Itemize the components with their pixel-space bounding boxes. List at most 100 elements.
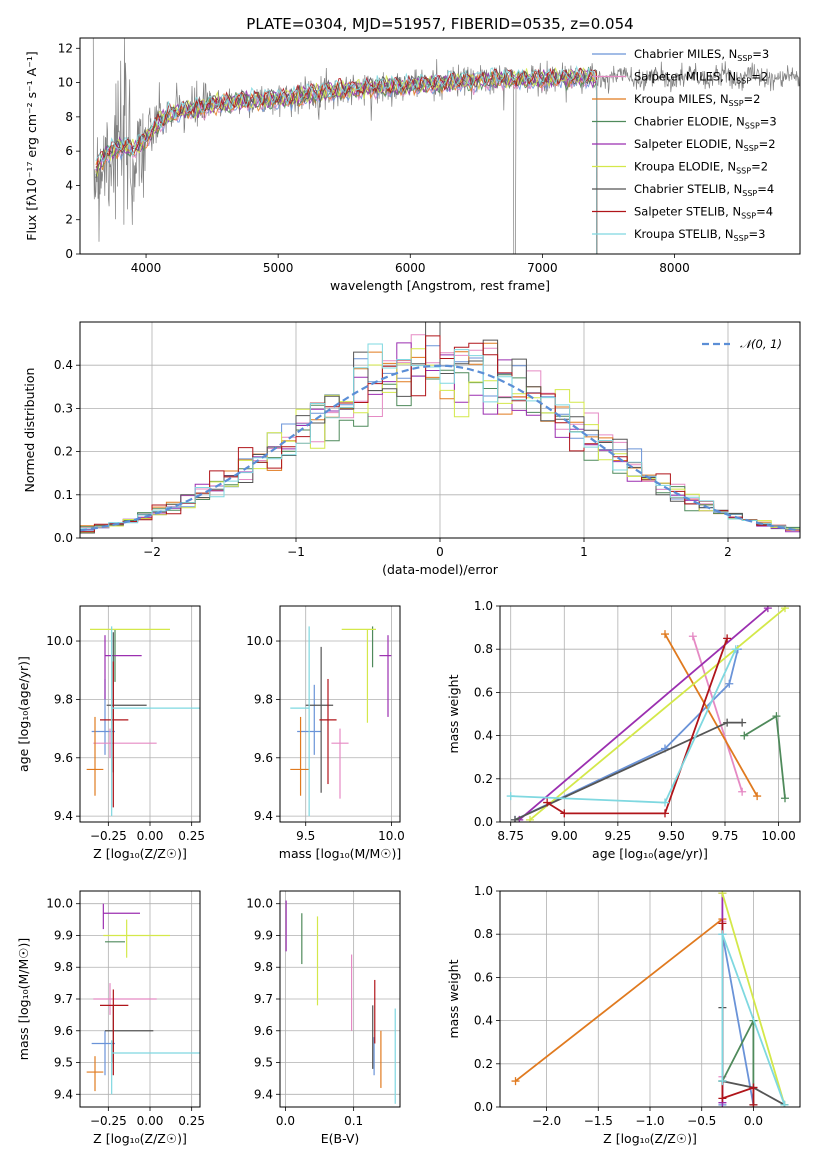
mass-weight-marker-2 (661, 630, 669, 639)
x-axis-label: (data-model)/error (382, 562, 499, 577)
plot-area (290, 626, 392, 817)
mass-weight-marker-5 (781, 606, 789, 613)
x-axis-label: wavelength [Angstrom, rest frame] (330, 278, 550, 293)
y-tick-label: 0 (65, 247, 73, 261)
x-tick-label: 1 (580, 545, 588, 559)
y-tick-label: 0.6 (474, 970, 493, 984)
x-tick-label: −2 (143, 545, 161, 559)
legend-gaussian-label: 𝒩(0, 1) (740, 337, 782, 351)
plot-area (80, 322, 800, 538)
x-tick-label: −1.0 (635, 1114, 664, 1128)
mass-weight-marker-8 (661, 798, 669, 807)
spectrum-panel: 4000 5000 6000 7000 8000 0 2 4 6 8 10 12 wavelength … (24, 37, 801, 293)
y-tick-label: 10.0 (246, 897, 273, 911)
x-tick-label: 10.0 (378, 829, 405, 843)
legend-entry-3: Chabrier ELODIE, NSSP=3 (634, 115, 777, 131)
x-tick-label: 0.00 (137, 829, 164, 843)
model-spectrum-2 (95, 69, 598, 254)
y-tick-label: 0.8 (474, 642, 493, 656)
x-tick-label: 0.00 (137, 1114, 164, 1128)
y-axis-label: Normed distribution (22, 368, 37, 493)
y-tick-label: 9.4 (254, 1087, 273, 1101)
y-tick-label: 9.7 (254, 992, 273, 1006)
x-tick-label: 0.0 (276, 1114, 295, 1128)
mass-weight-marker-4 (763, 606, 772, 613)
mass-weight-marker-1 (688, 632, 697, 641)
mass-weight-marker-8 (731, 645, 740, 654)
mass-weight-marker-7 (749, 1100, 758, 1107)
x-tick-label: 9.75 (712, 829, 739, 843)
histogram-8 (80, 343, 800, 538)
y-tick-label: 0.0 (474, 815, 493, 829)
model-spectrum-1 (95, 70, 598, 254)
y-tick-label: 10.0 (246, 634, 273, 648)
mass-weight-line-0 (721, 934, 755, 1105)
y-tick-label: 12 (58, 41, 73, 55)
y-tick-label: 9.8 (54, 960, 73, 974)
x-tick-label: 9.5 (296, 829, 315, 843)
figure-title: PLATE=0304, MJD=51957, FIBERID=0535, z=0… (246, 15, 633, 33)
x-axis-label: Z [log₁₀(Z/Z☉)] (93, 846, 187, 861)
y-tick-label: 9.4 (254, 809, 273, 823)
y-tick-label: 9.7 (54, 992, 73, 1006)
y-tick-label: 9.8 (54, 692, 73, 706)
legend-entry-7: Salpeter STELIB, NSSP=4 (634, 205, 773, 221)
mass-weight-marker-7 (661, 809, 669, 818)
mass-weight-line-8 (510, 648, 737, 804)
x-tick-label: 8.75 (497, 829, 524, 843)
x-tick-label: 0.25 (178, 1114, 205, 1128)
mass-vs-metallicity-panel: −0.25 0.00 0.25 9.4 9.5 9.6 9.7 9.8 9.9 10.0 Z [lo… (16, 890, 205, 1146)
y-tick-label: 9.6 (254, 751, 273, 765)
x-axis-label: E(B-V) (321, 1131, 360, 1146)
normal-distribution-curve (80, 364, 800, 532)
x-tick-label: −2.0 (532, 1114, 561, 1128)
y-tick-label: 6 (65, 144, 73, 158)
x-tick-label: 4000 (131, 261, 162, 275)
y-axis-label: mass weight (446, 959, 461, 1038)
mass-weight-line-7 (546, 638, 728, 815)
x-tick-label: 2 (724, 545, 732, 559)
y-axis-label: mass [log₁₀(M/M☉)] (16, 938, 31, 1060)
y-tick-label: 9.4 (54, 809, 73, 823)
legend-entry-5: Kroupa ELODIE, NSSP=2 (634, 160, 768, 176)
mass-vs-ebv-panel: 0.0 0.1 9.4 9.5 9.6 9.7 9.8 9.9 10.0 E(B-V) (246, 890, 401, 1146)
mass-weight-marker-5 (526, 815, 534, 822)
y-axis-label: age [log₁₀(age/yr)] (16, 656, 31, 772)
mass-weight-marker-7 (560, 809, 569, 818)
mass-weight-marker-6 (723, 718, 732, 727)
legend-entry-0: Chabrier MILES, NSSP=3 (634, 47, 769, 63)
mass-weight-marker-0 (725, 679, 734, 688)
axes-frame (499, 605, 801, 823)
mass-weight-marker-1 (738, 787, 747, 796)
y-tick-label: 0.4 (474, 729, 493, 743)
y-tick-label: 0.0 (474, 1100, 493, 1114)
age-vs-metallicity-panel: −0.25 0.00 0.25 9.4 9.6 9.8 10.0 Z [log₁₀(Z/Z☉)… (16, 605, 205, 861)
massweight-vs-age-panel: 8.75 9.00 9.25 9.50 9.75 10.00 0.0 0.2 0.4 0.6 0.8… (446, 599, 801, 861)
mass-weight-line-5 (721, 892, 786, 1106)
axes-frame (79, 37, 801, 255)
mass-weight-marker-8 (780, 1100, 789, 1107)
plot-area (506, 606, 789, 822)
y-tick-label: 9.8 (254, 692, 273, 706)
legend-entry-4: Salpeter ELODIE, NSSP=2 (634, 137, 776, 153)
x-axis-label: age [log₁₀(age/yr)] (592, 846, 708, 861)
mass-weight-marker-2 (511, 1077, 520, 1086)
mass-weight-marker-6 (511, 815, 519, 822)
y-tick-label: 1.0 (474, 599, 493, 613)
mass-weight-marker-7 (718, 919, 727, 928)
legend-entry-2: Kroupa MILES, NSSP=2 (634, 92, 760, 108)
plot-area (92, 38, 800, 254)
y-tick-label: 9.5 (254, 1056, 273, 1070)
mass-weight-line-1 (692, 635, 743, 793)
mass-weight-marker-7 (749, 1083, 758, 1092)
x-tick-label: −1 (287, 545, 305, 559)
y-tick-label: 0.4 (54, 358, 73, 372)
x-tick-label: 0 (436, 545, 444, 559)
y-tick-label: 2 (65, 213, 73, 227)
legend-entry-8: Kroupa STELIB, NSSP=3 (634, 227, 765, 243)
x-tick-label: 9.25 (604, 829, 631, 843)
mass-weight-line-2 (514, 918, 723, 1082)
x-axis-label: Z [log₁₀(Z/Z☉)] (93, 1131, 187, 1146)
model-spectrum-8 (95, 65, 598, 254)
mass-weight-marker-7 (718, 1094, 727, 1103)
